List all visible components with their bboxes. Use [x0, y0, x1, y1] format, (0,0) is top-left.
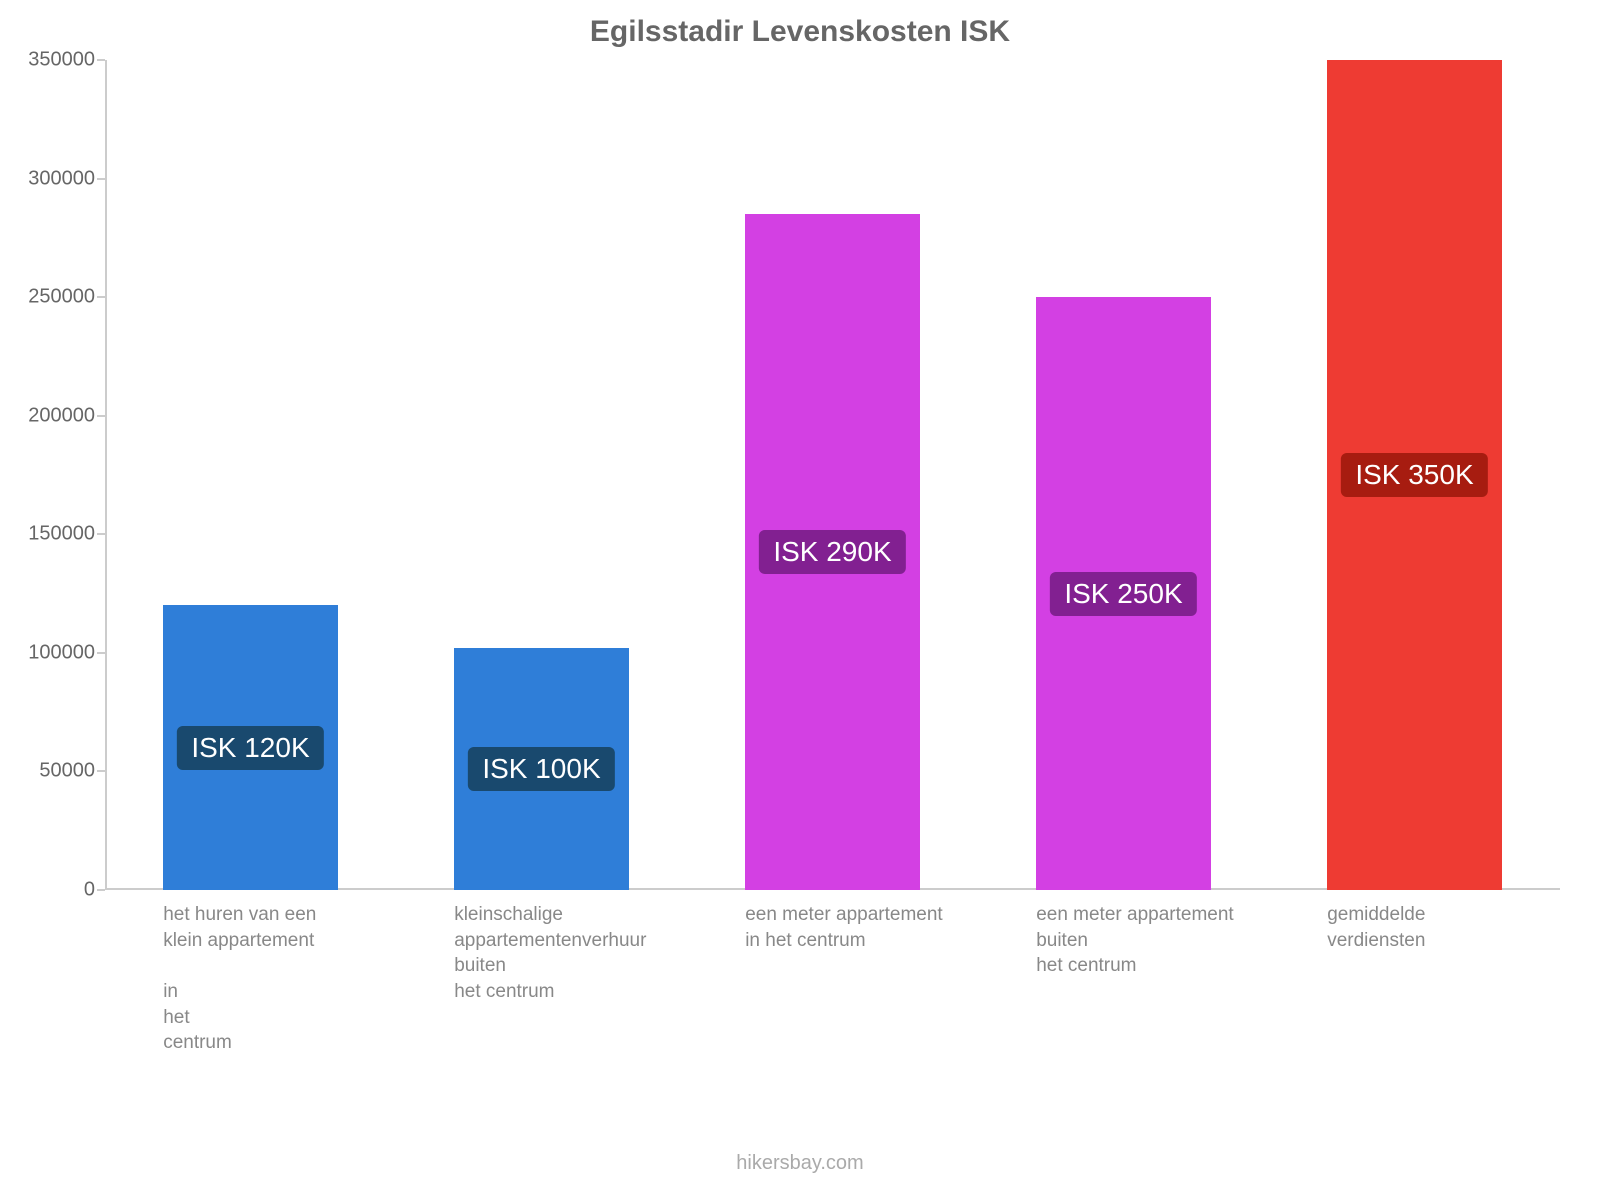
y-tick-mark	[97, 59, 105, 61]
y-tick-label: 50000	[39, 760, 95, 783]
y-tick-label: 200000	[28, 404, 95, 427]
y-tick-label: 100000	[28, 641, 95, 664]
bar-value-label: ISK 250K	[1050, 572, 1196, 616]
bar: ISK 100K	[454, 648, 629, 890]
x-axis-label: een meter appartementin het centrum	[745, 902, 1036, 953]
y-tick-mark	[97, 415, 105, 417]
x-axis-label: het huren van eenklein appartement inhet…	[163, 902, 454, 1056]
y-axis-line	[105, 60, 107, 890]
bar-value-label: ISK 120K	[177, 726, 323, 770]
x-axis-label: gemiddeldeverdiensten	[1327, 902, 1600, 953]
y-tick-label: 150000	[28, 523, 95, 546]
chart-container: Egilsstadir Levenskosten ISK het huren v…	[0, 0, 1600, 1200]
y-tick-mark	[97, 533, 105, 535]
y-tick-mark	[97, 178, 105, 180]
y-tick-label: 250000	[28, 286, 95, 309]
x-axis-label: kleinschaligeappartementenverhuurbuitenh…	[454, 902, 745, 1005]
y-tick-mark	[97, 296, 105, 298]
plot-area: het huren van eenklein appartement inhet…	[105, 60, 1560, 890]
chart-title: Egilsstadir Levenskosten ISK	[0, 15, 1600, 49]
y-tick-label: 0	[84, 879, 95, 902]
x-axis-label: een meter appartementbuitenhet centrum	[1036, 902, 1327, 979]
attribution-text: hikersbay.com	[0, 1152, 1600, 1175]
y-tick-label: 300000	[28, 167, 95, 190]
bar-value-label: ISK 290K	[759, 530, 905, 574]
y-tick-mark	[97, 770, 105, 772]
bar: ISK 290K	[745, 214, 920, 890]
bar: ISK 350K	[1327, 60, 1502, 890]
y-tick-label: 350000	[28, 49, 95, 72]
y-tick-mark	[97, 652, 105, 654]
y-tick-mark	[97, 889, 105, 891]
bar-value-label: ISK 100K	[468, 747, 614, 791]
bar: ISK 250K	[1036, 297, 1211, 890]
bar-value-label: ISK 350K	[1341, 453, 1487, 497]
bar: ISK 120K	[163, 605, 338, 890]
